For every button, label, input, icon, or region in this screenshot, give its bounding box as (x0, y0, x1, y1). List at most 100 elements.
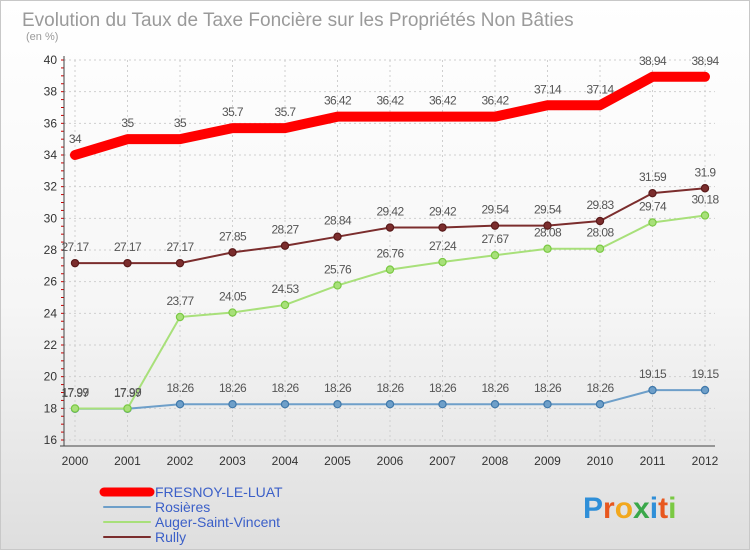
series-3-data-label: 27.17 (114, 240, 142, 254)
series-0-data-label: 38.94 (691, 54, 719, 68)
series-2-data-label: 24.05 (219, 290, 247, 304)
series-3-data-label: 29.42 (376, 205, 404, 219)
y-tick-label: 28 (44, 243, 58, 257)
series-0-data-label: 36.42 (429, 94, 457, 108)
x-tick-label: 2003 (219, 454, 246, 468)
logo-letter: o (615, 492, 633, 525)
series-1-point (490, 400, 500, 409)
series-3-data-label: 29.54 (534, 203, 562, 217)
series-1-point (228, 400, 237, 409)
series-3-point (123, 258, 132, 268)
y-tick-label: 32 (44, 180, 58, 194)
series-1-point (438, 400, 447, 409)
series-0-data-label: 35 (121, 116, 134, 130)
logo-letter: P (583, 492, 603, 525)
x-tick-label: 2008 (482, 454, 509, 468)
logo-letter: r (603, 492, 615, 525)
series-3-data-label: 27.17 (166, 240, 194, 254)
series-1-data-label: 18.26 (324, 381, 352, 395)
series-3-point (280, 241, 290, 250)
series-2-data-label: 29.74 (639, 199, 667, 213)
series-0-data-label: 35.7 (222, 105, 244, 119)
series-3-point (70, 258, 80, 268)
x-tick-label: 2000 (62, 454, 89, 468)
series-3-point (543, 221, 552, 230)
y-tick-label: 26 (44, 275, 58, 289)
series-1-point (333, 400, 342, 409)
chart-title: Evolution du Taux de Taxe Foncière sur l… (22, 10, 574, 31)
logo-letter: t (658, 492, 668, 525)
series-1-data-label: 17.97 (114, 386, 142, 400)
legend-label-2: Auger-Saint-Vincent (155, 514, 280, 530)
y-tick-label: 34 (44, 148, 58, 162)
series-1-data-label: 18.26 (481, 381, 509, 395)
series-0-data-label: 36.42 (324, 94, 352, 108)
series-0-data-label: 35 (174, 116, 187, 130)
series-2-data-label: 27.67 (481, 232, 509, 246)
series-2-data-label: 27.24 (429, 239, 457, 253)
series-3-point (385, 223, 395, 232)
series-2-point (700, 211, 710, 220)
series-2-point (70, 404, 80, 413)
series-2-data-label: 17.99 (114, 385, 142, 399)
series-1-point (700, 385, 710, 395)
axes: 16 18 20 22 24 26 28 30 32 34 36 38 40 2000 2001 2002 20… (44, 53, 719, 468)
series-3-data-label: 28.27 (271, 223, 299, 237)
series-2-point (123, 404, 132, 413)
x-tick-label: 2012 (692, 454, 719, 468)
series-1-data-label: 17.97 (61, 386, 89, 400)
series-2-data-label: 17.99 (61, 385, 89, 399)
series-3-point (228, 248, 237, 257)
series-2-point (490, 251, 500, 260)
legend-label-3: Rully (155, 529, 186, 545)
series-0-data-label: 34 (69, 132, 82, 146)
legend-label-1: Rosières (155, 499, 210, 515)
y-tick-label: 16 (44, 433, 58, 447)
series-1-data-label: 19.15 (691, 367, 719, 381)
series-1-data-label: 18.26 (271, 381, 299, 395)
logo-letter: i (650, 492, 658, 525)
series-2-data-label: 26.76 (376, 247, 404, 261)
series-1-data-label: 18.26 (429, 381, 457, 395)
series-3-data-label: 27.17 (61, 240, 89, 254)
series-2-data-label: 28.08 (586, 226, 614, 240)
data-labels: 17.97 17.97 18.26 18.26 18.26 18.26 18.26 18.26… (61, 54, 720, 400)
series-2-point (438, 257, 447, 267)
y-tick-label: 30 (44, 211, 58, 225)
series-0-data-label: 36.42 (376, 94, 404, 108)
series-1-data-label: 18.26 (166, 381, 194, 395)
series-1-point (385, 400, 395, 409)
y-tick-label: 24 (44, 306, 58, 320)
series-1-point (175, 400, 185, 409)
series-3-data-label: 27.85 (219, 229, 247, 243)
x-tick-label: 2011 (640, 454, 666, 468)
series-3-point (595, 216, 605, 226)
series-0-data-label: 36.42 (481, 94, 509, 108)
y-tick-label: 36 (44, 116, 58, 130)
series-1-data-label: 19.15 (639, 367, 667, 381)
series-2-data-label: 30.18 (691, 192, 719, 206)
x-tick-label: 2006 (377, 454, 404, 468)
y-tick-label: 40 (44, 53, 58, 67)
series-2-point (648, 218, 657, 227)
series-3-point (648, 188, 657, 198)
series-3-point (438, 223, 447, 232)
series-1-data-label: 18.26 (376, 381, 404, 395)
x-tick-label: 2002 (167, 454, 194, 468)
series-2-data-label: 24.53 (271, 282, 299, 296)
series-3-data-label: 31.59 (639, 170, 667, 184)
series-1-data-label: 18.26 (586, 381, 614, 395)
series-2-point (333, 281, 342, 290)
x-tick-label: 2010 (587, 454, 614, 468)
series-3-point (700, 184, 710, 193)
x-tick-label: 2007 (429, 454, 456, 468)
logo-letter: x (633, 492, 650, 525)
gridlines (64, 59, 715, 441)
series-2-point (543, 244, 552, 253)
y-tick-label: 18 (44, 401, 58, 415)
series-2-data-label: 28.08 (534, 226, 562, 240)
y-tick-label: 22 (44, 338, 58, 352)
series-layer (70, 71, 710, 414)
series-3-data-label: 29.42 (429, 205, 457, 219)
